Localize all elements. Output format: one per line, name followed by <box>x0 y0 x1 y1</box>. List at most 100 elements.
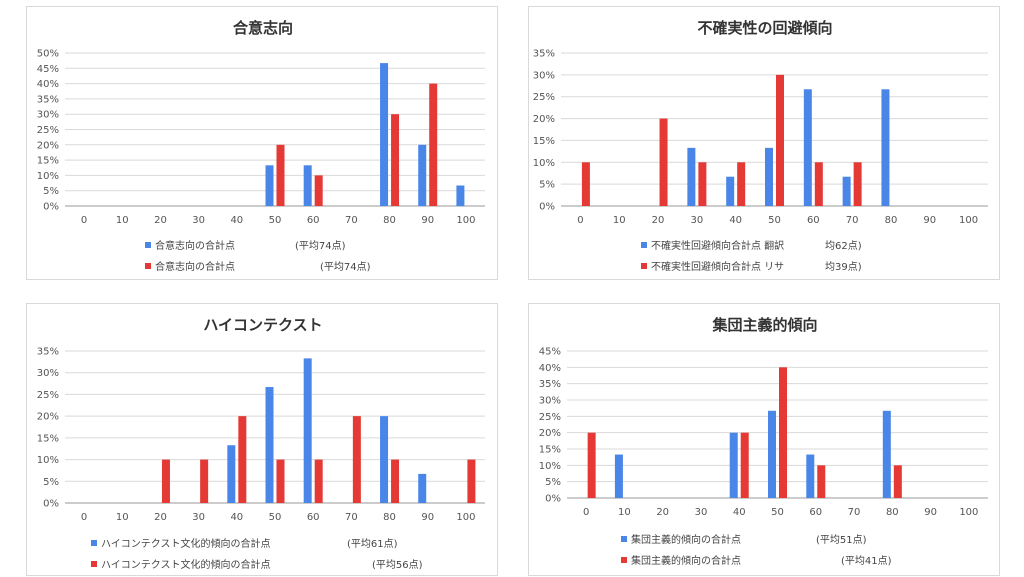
bar-blue <box>265 165 274 206</box>
y-tick-label: 10% <box>37 455 59 466</box>
legend-swatch-blue <box>91 539 97 546</box>
y-tick-label: 10% <box>37 171 59 182</box>
legend-item-blue: 集団主義的傾向の合計点 <box>621 531 741 546</box>
legend-average: (平均41点) <box>841 556 892 567</box>
x-tick-label: 70 <box>848 507 861 518</box>
chart-panel-collectivism: 集団主義的傾向 0% 5% 10% 15% 20% 25% 30% 35% 40% 45% 0 10 20… <box>528 303 1000 576</box>
x-tick-label: 20 <box>656 507 669 518</box>
bar-red <box>352 416 361 503</box>
bar-blue <box>303 165 312 206</box>
y-tick-label: 5% <box>43 477 59 488</box>
y-tick-label: 35% <box>533 49 555 60</box>
y-tick-label: 35% <box>539 379 561 390</box>
chart-panel-consensus: 合意志向 0% 5% 10% 15% 20% 25% 30% 35% 40% 45% 50% 0 10 20… <box>26 6 498 280</box>
bar-red <box>659 118 668 206</box>
x-tick-label: 40 <box>230 215 243 226</box>
legend-item-red: 不確実性回避傾向合計点 リサ <box>641 258 784 273</box>
x-tick-label: 0 <box>577 215 583 226</box>
x-tick-label: 40 <box>230 512 243 523</box>
legend-average: (平均61点) <box>347 539 398 550</box>
legend-swatch-red <box>641 262 647 269</box>
y-tick-label: 35% <box>37 94 59 105</box>
legend-label: 不確実性回避傾向合計点 リサ <box>651 262 785 273</box>
x-tick-label: 30 <box>192 215 205 226</box>
bar-red <box>391 459 400 503</box>
y-tick-label: 40% <box>539 363 561 374</box>
y-tick-label: 10% <box>533 158 555 169</box>
y-tick-label: 25% <box>539 412 561 423</box>
x-tick-label: 50 <box>269 512 282 523</box>
bar-red <box>737 162 746 206</box>
y-tick-label: 35% <box>37 347 59 358</box>
bar-blue <box>726 176 735 206</box>
bar-red <box>161 459 170 503</box>
chart-panel-uncertainty: 不確実性の回避傾向 0% 5% 10% 15% 20% 25% 30% 35% 0 10 20 30 40… <box>528 6 1000 280</box>
legend-item-blue: ハイコンテクスト文化的傾向の合計点 <box>91 535 271 550</box>
legend-label: ハイコンテクスト文化的傾向の合計点 <box>101 560 271 571</box>
chart-title: 不確実性の回避傾向 <box>697 19 832 37</box>
chart-title: ハイコンテクスト <box>203 316 322 334</box>
x-tick-label: 60 <box>807 215 820 226</box>
bar-red <box>238 416 247 503</box>
x-tick-label: 80 <box>886 507 899 518</box>
x-tick-label: 90 <box>923 215 936 226</box>
y-tick-label: 5% <box>539 180 555 191</box>
x-tick-label: 40 <box>733 507 746 518</box>
bar-blue <box>614 454 623 498</box>
x-tick-label: 20 <box>652 215 665 226</box>
x-tick-label: 100 <box>959 507 978 518</box>
y-tick-label: 50% <box>37 49 59 60</box>
x-tick-label: 10 <box>618 507 631 518</box>
x-tick-label: 80 <box>383 512 396 523</box>
bar-blue <box>803 89 812 206</box>
legend-swatch-blue <box>641 241 647 248</box>
y-tick-label: 30% <box>37 110 59 121</box>
legend-average: (平均51点) <box>816 535 867 546</box>
y-tick-label: 15% <box>37 433 59 444</box>
y-tick-label: 0% <box>545 494 561 505</box>
x-tick-label: 20 <box>154 215 167 226</box>
x-tick-label: 30 <box>192 512 205 523</box>
legend-label: 合意志向の合計点 <box>155 262 235 273</box>
legend-label: 合意志向の合計点 <box>155 241 235 252</box>
x-tick-label: 80 <box>383 215 396 226</box>
x-tick-label: 10 <box>116 512 129 523</box>
y-tick-label: 20% <box>539 428 561 439</box>
x-tick-label: 70 <box>846 215 859 226</box>
bar-red <box>581 162 590 206</box>
x-tick-label: 60 <box>809 507 822 518</box>
bar-blue <box>729 432 738 498</box>
legend-item-blue: 合意志向の合計点 <box>145 237 235 252</box>
x-tick-label: 90 <box>421 512 434 523</box>
y-tick-label: 20% <box>533 114 555 125</box>
y-tick-label: 30% <box>539 396 561 407</box>
bar-blue <box>265 387 274 503</box>
x-tick-label: 60 <box>307 512 320 523</box>
y-tick-label: 0% <box>43 202 59 213</box>
chart-title: 集団主義的傾向 <box>711 316 817 334</box>
bar-red <box>314 175 323 206</box>
bar-blue <box>380 63 389 207</box>
bar-red <box>817 465 826 498</box>
x-tick-label: 100 <box>456 512 475 523</box>
y-tick-label: 45% <box>37 64 59 75</box>
x-tick-label: 90 <box>421 215 434 226</box>
y-tick-label: 20% <box>37 412 59 423</box>
bar-blue <box>806 454 815 498</box>
y-tick-label: 20% <box>37 140 59 151</box>
x-tick-label: 80 <box>885 215 898 226</box>
y-tick-label: 30% <box>37 368 59 379</box>
bar-blue <box>882 410 891 498</box>
bar-red <box>698 162 707 206</box>
bar-red <box>814 162 823 206</box>
x-tick-label: 0 <box>583 507 589 518</box>
bar-red <box>391 114 400 206</box>
y-tick-label: 30% <box>533 70 555 81</box>
y-tick-label: 25% <box>37 125 59 136</box>
x-tick-label: 60 <box>307 215 320 226</box>
bar-blue <box>765 147 773 206</box>
x-tick-label: 70 <box>345 215 358 226</box>
bar-red <box>314 459 323 503</box>
legend-label: 集団主義的傾向の合計点 <box>631 535 741 546</box>
bar-red <box>467 459 476 503</box>
